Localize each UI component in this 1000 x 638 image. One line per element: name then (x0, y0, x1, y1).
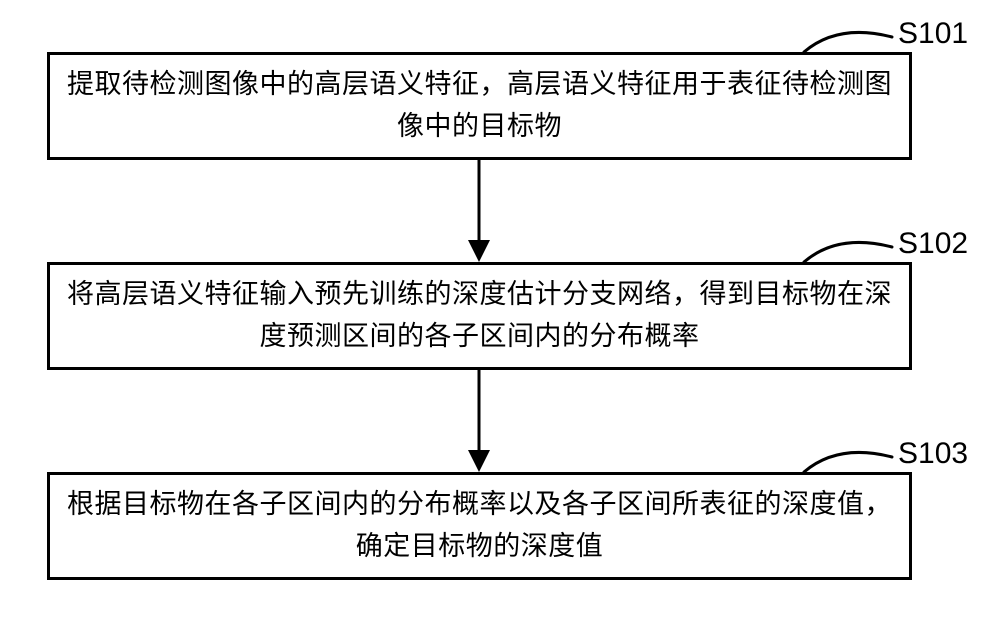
callout-curve-s101 (800, 19, 896, 56)
step-box-s102: 将高层语义特征输入预先训练的深度估计分支网络，得到目标物在深度预测区间的各子区间… (47, 262, 912, 370)
step-text-s101: 提取待检测图像中的高层语义特征，高层语义特征用于表征待检测图像中的目标物 (50, 56, 909, 156)
callout-curve-s103 (800, 439, 896, 476)
step-text-s103: 根据目标物在各子区间内的分布概率以及各子区间所表征的深度值，确定目标物的深度值 (50, 476, 909, 576)
step-label-s101: S101 (898, 17, 968, 51)
step-box-s103: 根据目标物在各子区间内的分布概率以及各子区间所表征的深度值，确定目标物的深度值 (47, 472, 912, 580)
flowchart-canvas: 提取待检测图像中的高层语义特征，高层语义特征用于表征待检测图像中的目标物 S10… (0, 0, 1000, 638)
callout-curve-s102 (800, 229, 896, 266)
step-label-s102: S102 (898, 227, 968, 261)
step-box-s101: 提取待检测图像中的高层语义特征，高层语义特征用于表征待检测图像中的目标物 (47, 52, 912, 160)
step-label-s103: S103 (898, 437, 968, 471)
arrow-s102-s103 (464, 370, 494, 474)
arrow-s101-s102 (464, 160, 494, 264)
step-text-s102: 将高层语义特征输入预先训练的深度估计分支网络，得到目标物在深度预测区间的各子区间… (50, 266, 909, 366)
